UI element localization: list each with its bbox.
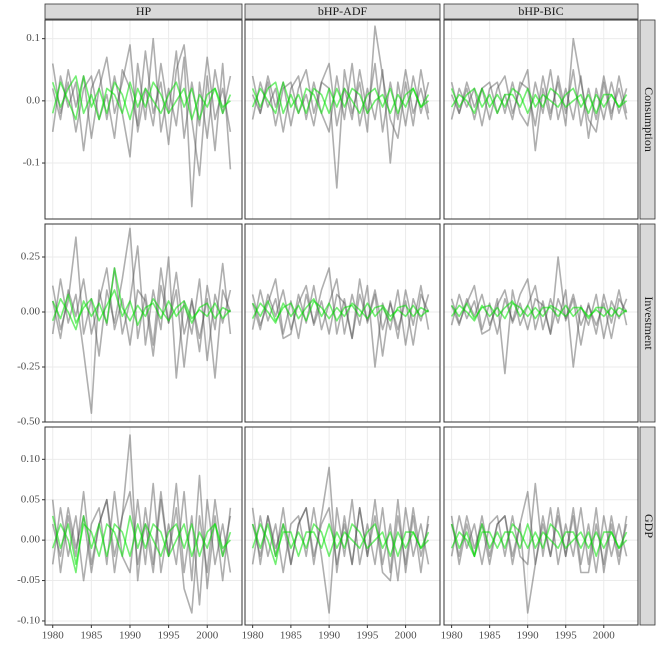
strip-background xyxy=(44,3,243,20)
y-tick-label: -0.10 xyxy=(17,614,40,626)
panel-background xyxy=(444,427,638,625)
panel-background xyxy=(245,20,440,219)
panel-border xyxy=(244,426,441,626)
x-tick-label: 1985 xyxy=(280,630,303,642)
data-line xyxy=(51,515,232,574)
data-line xyxy=(450,302,628,322)
y-tick-label: 0.25 xyxy=(21,251,41,263)
x-tick-label: 1990 xyxy=(517,630,540,642)
strip-background xyxy=(639,223,656,423)
data-line xyxy=(251,267,430,357)
y-tick-label: 0.00 xyxy=(21,534,41,546)
x-tick-label: 1990 xyxy=(318,630,341,642)
panel-border xyxy=(244,19,441,220)
data-line xyxy=(450,256,628,346)
strip-background xyxy=(639,19,656,220)
row-strip-label: Investment xyxy=(642,296,656,350)
column-strip-label: bHP-ADF xyxy=(318,4,368,18)
panel-background xyxy=(245,427,440,625)
panel-background xyxy=(444,20,638,219)
y-tick-label: -0.1 xyxy=(23,157,40,169)
data-line xyxy=(51,267,232,331)
x-tick-label: 1980 xyxy=(242,630,265,642)
panel-border xyxy=(443,223,639,423)
data-line xyxy=(251,284,430,346)
y-tick-label: -0.50 xyxy=(17,416,40,428)
y-tick-label: 0.1 xyxy=(26,32,40,44)
y-tick-label: 0.05 xyxy=(21,493,41,505)
panel-border xyxy=(443,19,639,220)
data-line xyxy=(51,474,232,590)
data-line xyxy=(450,284,628,375)
data-line xyxy=(51,245,232,414)
column-strip-label: bHP-BIC xyxy=(518,4,563,18)
data-line xyxy=(450,87,628,115)
data-line xyxy=(51,37,232,208)
panel-border xyxy=(244,223,441,423)
data-line xyxy=(450,523,628,558)
y-tick-label: -0.05 xyxy=(17,574,40,586)
panel-background xyxy=(45,20,242,219)
y-tick-label: -0.25 xyxy=(17,361,40,373)
strip-background xyxy=(244,3,441,20)
x-tick-label: 1985 xyxy=(479,630,502,642)
data-line xyxy=(51,289,231,326)
data-line xyxy=(51,434,232,614)
data-line xyxy=(450,482,628,574)
y-tick-label: 0.0 xyxy=(26,94,40,106)
strip-background xyxy=(639,426,656,626)
x-tick-label: 2000 xyxy=(593,630,616,642)
y-tick-label: 0.10 xyxy=(21,453,41,465)
data-line xyxy=(251,81,430,115)
x-tick-label: 2000 xyxy=(395,630,418,642)
x-tick-label: 1995 xyxy=(158,630,181,642)
x-tick-label: 1980 xyxy=(42,630,65,642)
panel-background xyxy=(45,427,242,625)
row-strip-label: Consumption xyxy=(642,87,656,152)
x-tick-label: 1985 xyxy=(80,630,103,642)
data-line xyxy=(51,44,232,177)
column-strip-label: HP xyxy=(136,4,152,18)
panel-border xyxy=(44,19,243,220)
data-line xyxy=(251,278,430,368)
y-tick-label: 0.00 xyxy=(21,306,41,318)
x-tick-label: 2000 xyxy=(196,630,219,642)
data-line xyxy=(251,466,430,582)
x-tick-label: 1995 xyxy=(356,630,379,642)
data-line xyxy=(450,289,628,340)
panel-border xyxy=(443,426,639,626)
data-line xyxy=(251,498,430,614)
data-line xyxy=(450,69,628,139)
data-line xyxy=(51,267,232,379)
panel-border xyxy=(44,223,243,423)
x-tick-label: 1995 xyxy=(555,630,578,642)
data-line xyxy=(251,25,430,189)
strip-background xyxy=(443,3,639,20)
panel-border xyxy=(44,426,243,626)
data-line xyxy=(251,298,429,322)
row-strip-label: GDP xyxy=(642,514,656,538)
x-tick-label: 1990 xyxy=(119,630,142,642)
data-line xyxy=(251,523,430,566)
data-line xyxy=(51,75,232,121)
data-line xyxy=(251,300,430,324)
x-tick-label: 1980 xyxy=(441,630,464,642)
